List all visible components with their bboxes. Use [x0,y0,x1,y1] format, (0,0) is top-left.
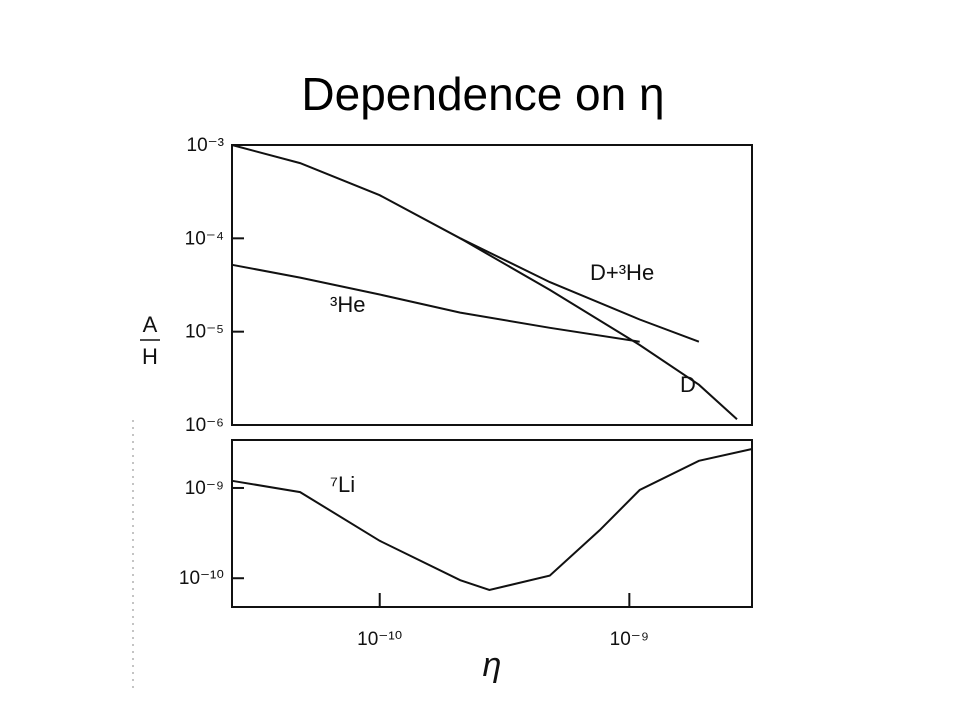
curve-label: D+³He [590,260,654,285]
y-label-denominator: H [142,344,158,369]
y-tick-label: 10⁻⁹ [185,478,224,499]
curve-label: D [680,372,696,397]
y-label-numerator: A [143,312,158,337]
x-label: η [483,646,502,684]
x-tick-label: 10⁻⁹ [610,629,649,650]
curve-label: ³He [330,292,365,317]
slide-title: Dependence on η [301,68,664,120]
curve [231,448,753,592]
curve [232,145,752,357]
y-tick-label: 10⁻¹⁰ [179,568,224,589]
y-tick-label: 10⁻⁴ [185,228,224,249]
y-tick-label: 10⁻³ [187,135,225,156]
curve [459,237,738,421]
x-tick-label: 10⁻¹⁰ [357,629,402,650]
y-tick-label: 10⁻⁵ [185,322,224,343]
curve [232,265,752,358]
curve-label: ⁷Li [330,472,355,497]
panel-frame [231,144,753,426]
y-tick-label: 10⁻⁶ [185,415,224,436]
panel-frame [231,439,753,608]
